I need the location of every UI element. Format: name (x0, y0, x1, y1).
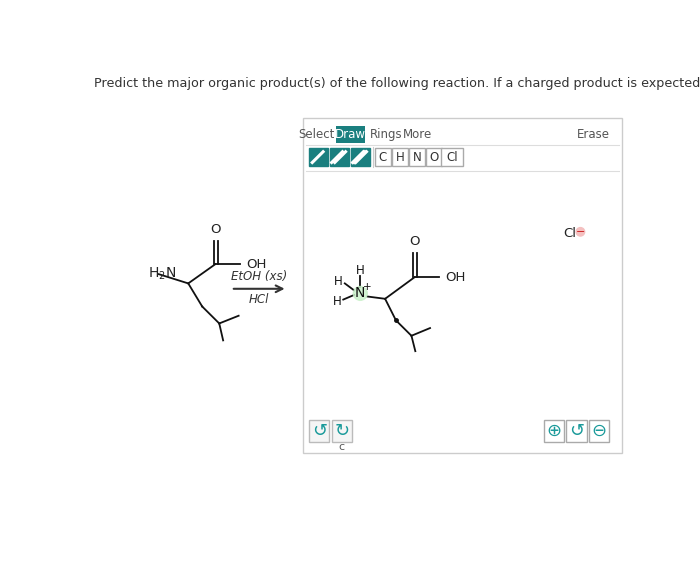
Text: More: More (403, 128, 433, 141)
Text: ↻: ↻ (334, 422, 349, 440)
Text: OH: OH (246, 258, 267, 271)
FancyBboxPatch shape (426, 148, 442, 166)
Text: ⊕: ⊕ (547, 422, 561, 440)
Text: Cl: Cl (563, 227, 575, 240)
FancyBboxPatch shape (544, 420, 564, 442)
FancyBboxPatch shape (566, 420, 587, 442)
Text: N: N (355, 286, 365, 301)
FancyBboxPatch shape (589, 420, 609, 442)
FancyBboxPatch shape (335, 127, 365, 144)
Text: H$_2$N: H$_2$N (148, 266, 176, 282)
FancyBboxPatch shape (351, 148, 370, 166)
FancyBboxPatch shape (330, 148, 349, 166)
Text: H: H (332, 294, 342, 307)
Text: ⊖: ⊖ (592, 422, 607, 440)
Text: Draw: Draw (335, 128, 365, 141)
FancyBboxPatch shape (332, 420, 352, 442)
FancyBboxPatch shape (309, 148, 328, 166)
Text: c: c (339, 442, 345, 451)
Text: HCl: HCl (249, 293, 270, 306)
Circle shape (576, 228, 584, 236)
Text: O: O (410, 235, 420, 248)
Text: O: O (429, 151, 438, 164)
FancyBboxPatch shape (392, 148, 407, 166)
Text: ↺: ↺ (312, 422, 327, 440)
Text: +: + (363, 282, 372, 292)
Text: Erase: Erase (577, 128, 610, 141)
Text: Select: Select (299, 128, 335, 141)
Text: H: H (334, 275, 343, 288)
FancyBboxPatch shape (303, 118, 622, 453)
Text: N: N (412, 151, 421, 164)
Text: Cl: Cl (446, 151, 458, 164)
FancyBboxPatch shape (309, 420, 329, 442)
Text: H: H (395, 151, 404, 164)
Text: OH: OH (444, 271, 466, 284)
FancyBboxPatch shape (441, 148, 463, 166)
Text: −: − (575, 227, 585, 237)
Text: Rings: Rings (370, 128, 403, 141)
Text: Predict the major organic product(s) of the following reaction. If a charged pro: Predict the major organic product(s) of … (94, 77, 700, 90)
FancyBboxPatch shape (375, 148, 391, 166)
FancyBboxPatch shape (409, 148, 425, 166)
Circle shape (354, 286, 368, 301)
Text: C: C (379, 151, 387, 164)
Text: ↺: ↺ (569, 422, 584, 440)
Text: O: O (210, 223, 220, 236)
Text: H: H (356, 264, 365, 277)
Text: EtOH (xs): EtOH (xs) (231, 270, 287, 282)
